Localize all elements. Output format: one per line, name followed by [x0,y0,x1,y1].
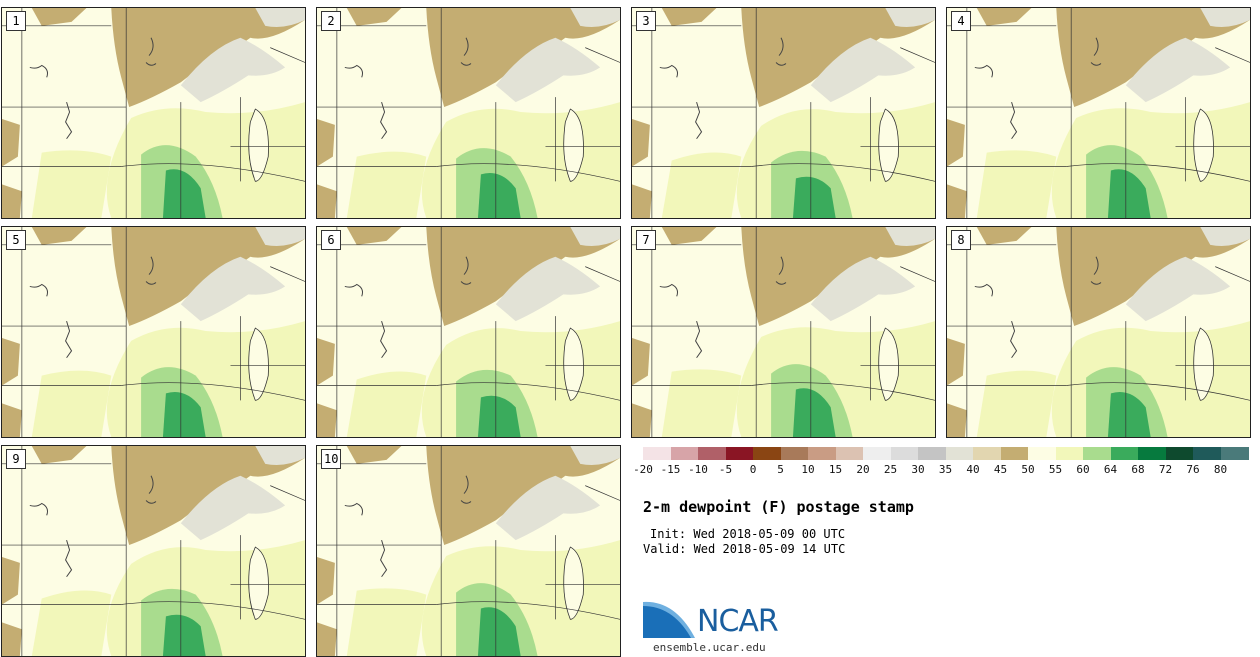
legend-swatch [1110,447,1139,460]
dewpoint-map [2,8,305,218]
legend-tick-label: 15 [828,463,843,476]
legend-swatch [1083,447,1111,460]
legend-swatch [725,447,754,460]
dewpoint-map [947,227,1250,437]
dewpoint-map [632,8,935,218]
map-panel-2: 2 [316,7,621,219]
color-legend: -20 -15 -10 -5 0 5 10 15 20 25 30 35 40 45 50 55 60 64 68 7… [633,447,1249,481]
legend-swatch [670,447,699,460]
legend-swatch [1165,447,1194,460]
dewpoint-map [317,227,620,437]
map-panel-5: 5 [1,226,306,438]
legend-tick-label: 10 [801,463,815,476]
legend-tick-label: 76 [1186,463,1200,476]
dewpoint-map [947,8,1250,218]
ncar-logo-text: NCAR [697,604,779,639]
panel-number-label: 10 [321,449,342,469]
legend-swatch [1138,447,1166,460]
panel-number-label: 9 [6,449,26,469]
ncar-logo: NCAR ensemble.ucar.edu [643,598,803,654]
legend-tick-label: 55 [1048,463,1063,476]
legend-swatch [1028,447,1056,460]
legend-swatch [945,447,974,460]
dewpoint-map [2,446,305,656]
dewpoint-map [2,227,305,437]
legend-swatch [918,447,946,460]
map-panel-3: 3 [631,7,936,219]
panel-number-label: 4 [951,11,971,31]
legend-tick-label: 5 [777,463,784,476]
legend-swatch [753,447,781,460]
chart-title: 2-m dewpoint (F) postage stamp [643,498,914,516]
map-panel-4: 4 [946,7,1251,219]
dewpoint-map [632,227,935,437]
site-url: ensemble.ucar.edu [653,641,766,654]
map-panel-1: 1 [1,7,306,219]
map-panel-7: 7 [631,226,936,438]
legend-tick-label: 72 [1158,463,1173,476]
valid-time: Valid: Wed 2018-05-09 14 UTC [643,542,846,556]
legend-tick-label: 20 [856,463,870,476]
panel-number-label: 2 [321,11,341,31]
panel-number-label: 1 [6,11,26,31]
legend-tick-label: 68 [1131,463,1145,476]
legend-swatch [1193,447,1221,460]
legend-tick-label: 0 [749,463,757,476]
map-panel-6: 6 [316,226,621,438]
legend-tick-label: -10 [688,463,708,476]
legend-tick-label: 35 [938,463,953,476]
panel-number-label: 5 [6,230,26,250]
legend-swatch [698,447,726,460]
init-time: Init: Wed 2018-05-09 00 UTC [650,527,846,541]
legend-swatch [1000,447,1029,460]
legend-swatch [890,447,919,460]
legend-tick-label: -20 [633,463,653,476]
legend-tick-label: 80 [1213,463,1228,476]
legend-swatch [808,447,836,460]
legend-tick-label: -5 [718,463,733,476]
legend-tick-label: 64 [1103,463,1118,476]
legend-tick-label: 25 [883,463,898,476]
panel-number-label: 7 [636,230,656,250]
legend-tick-label: -15 [660,463,681,476]
ncar-swoosh-icon [643,601,695,638]
legend-swatch [835,447,864,460]
legend-swatch [780,447,809,460]
map-panel-9: 9 [1,445,306,657]
panel-number-label: 6 [321,230,341,250]
legend-swatch [1220,447,1249,460]
legend-tick-label: 60 [1076,463,1090,476]
legend-swatch [1055,447,1084,460]
dewpoint-map [317,8,620,218]
legend-tick-label: 45 [993,463,1008,476]
panel-number-label: 3 [636,11,656,31]
map-panel-10: 10 [316,445,621,657]
legend-swatch [863,447,891,460]
dewpoint-map [317,446,620,656]
panel-number-label: 8 [951,230,971,250]
map-panel-8: 8 [946,226,1251,438]
legend-swatch [643,447,671,460]
legend-swatch [973,447,1001,460]
legend-tick-label: 50 [1021,463,1035,476]
legend-tick-label: 40 [966,463,980,476]
legend-tick-label: 30 [911,463,925,476]
